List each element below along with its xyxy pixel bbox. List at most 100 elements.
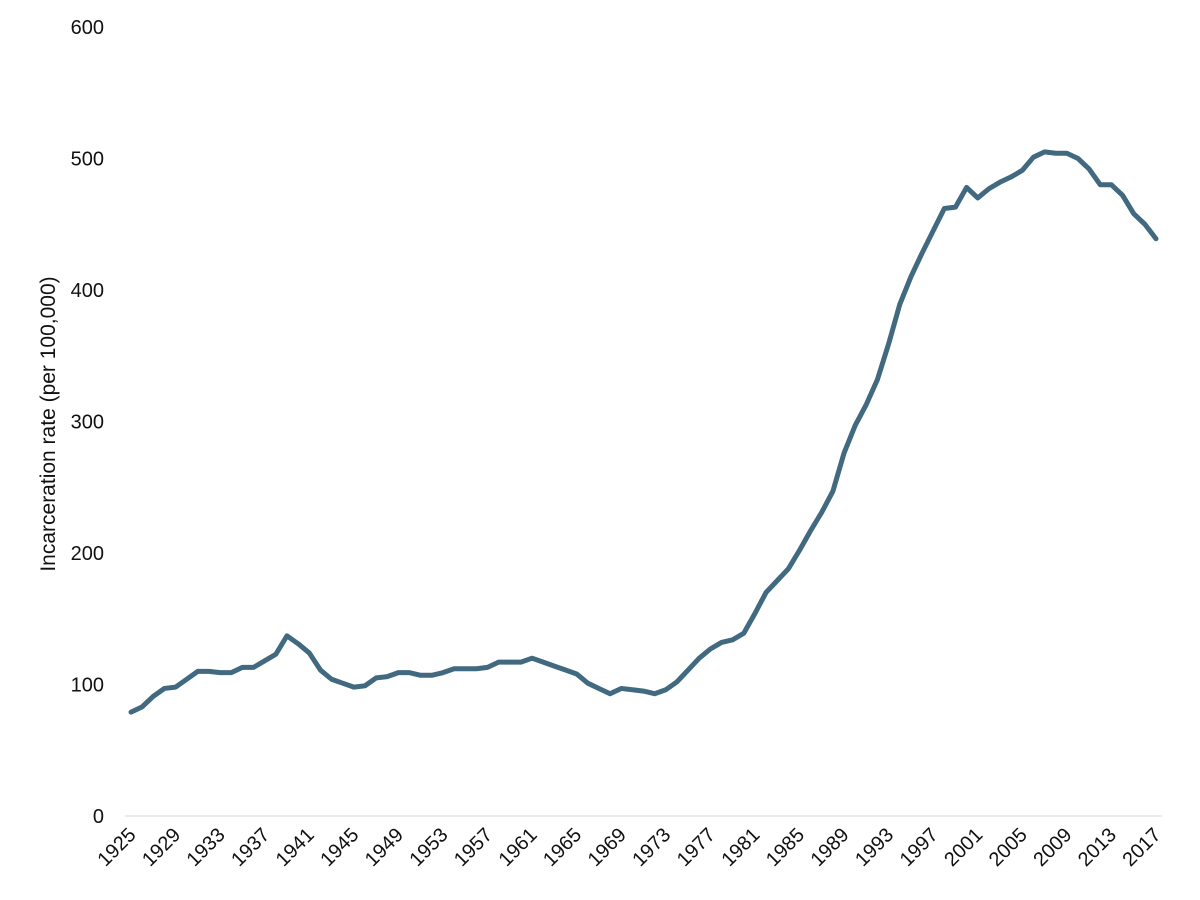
data-point (229, 670, 234, 675)
data-point (741, 631, 746, 636)
data-point (730, 637, 735, 642)
data-point (842, 451, 847, 456)
data-point (920, 251, 925, 256)
data-point (1076, 156, 1081, 161)
x-tick-label: 1949 (361, 824, 408, 871)
data-point (162, 686, 167, 691)
data-point (953, 205, 958, 210)
y-tick-label: 100 (71, 675, 104, 697)
data-point (418, 673, 423, 678)
data-point (563, 668, 568, 673)
data-point (440, 670, 445, 675)
x-tick-label: 1989 (807, 824, 854, 871)
x-tick-label: 2013 (1074, 824, 1121, 871)
y-tick-label: 200 (71, 543, 104, 565)
data-point (652, 691, 657, 696)
data-point (251, 665, 256, 670)
data-point (452, 666, 457, 671)
x-tick-label: 1957 (450, 824, 497, 871)
y-tick-label: 0 (93, 806, 104, 828)
data-point (1109, 182, 1114, 187)
data-point (530, 656, 535, 661)
x-tick-label: 1965 (539, 824, 586, 871)
data-point (1009, 174, 1014, 179)
y-tick-label: 600 (71, 17, 104, 39)
data-point (752, 611, 757, 616)
data-point (786, 566, 791, 571)
data-point (184, 677, 189, 682)
data-point (429, 673, 434, 678)
data-point (1087, 167, 1092, 172)
data-point (396, 670, 401, 675)
series-line (128, 149, 1159, 715)
x-tick-label: 1929 (138, 824, 185, 871)
data-point (819, 510, 824, 515)
x-tick-label: 1969 (584, 824, 631, 871)
data-point (496, 660, 501, 665)
data-point (240, 665, 245, 670)
x-tick-label: 2009 (1029, 824, 1076, 871)
data-point (140, 704, 145, 709)
data-point (630, 687, 635, 692)
x-tick-label: 1993 (851, 824, 898, 871)
x-tick-label: 2005 (985, 824, 1032, 871)
data-point (686, 668, 691, 673)
data-point (986, 186, 991, 191)
data-point (474, 666, 479, 671)
x-tick-label: 1953 (405, 824, 452, 871)
data-point (775, 578, 780, 583)
data-point (808, 528, 813, 533)
data-point (619, 686, 624, 691)
data-point (998, 180, 1003, 185)
data-point (1098, 182, 1103, 187)
data-point (296, 641, 301, 646)
x-tick-label: 1933 (183, 824, 230, 871)
data-point (518, 660, 523, 665)
data-point (151, 694, 156, 699)
data-point (206, 669, 211, 674)
x-tick-label: 1945 (316, 824, 363, 871)
data-point (1020, 168, 1025, 173)
data-point (897, 302, 902, 307)
data-point (1154, 236, 1159, 241)
data-point (764, 590, 769, 595)
data-point (552, 664, 557, 669)
x-tick-label: 1997 (896, 824, 943, 871)
data-point (942, 206, 947, 211)
x-tick-label: 1985 (762, 824, 809, 871)
data-point (708, 646, 713, 651)
data-points (129, 149, 1159, 714)
y-tick-label: 300 (71, 412, 104, 434)
data-point (173, 685, 178, 690)
data-point (853, 423, 858, 428)
data-point (1031, 155, 1036, 160)
data-point (975, 195, 980, 200)
data-point (129, 710, 134, 715)
data-point (1142, 222, 1147, 227)
x-tick-label: 1937 (227, 824, 274, 871)
data-point (507, 660, 512, 665)
data-point (195, 669, 200, 674)
data-point (463, 666, 468, 671)
y-tick-label: 400 (71, 280, 104, 302)
x-tick-label: 1973 (628, 824, 675, 871)
data-point (908, 274, 913, 279)
data-point (1053, 151, 1058, 156)
data-point (1064, 151, 1069, 156)
data-point (864, 402, 869, 407)
data-point (585, 681, 590, 686)
x-axis: 1925192919331937194119451949195319571961… (94, 824, 1166, 871)
x-tick-label: 1977 (673, 824, 720, 871)
x-tick-label: 2017 (1119, 824, 1166, 871)
data-point (218, 670, 223, 675)
data-point (697, 656, 702, 661)
x-tick-label: 1941 (272, 824, 319, 871)
data-point (374, 675, 379, 680)
data-point (362, 683, 367, 688)
data-point (674, 679, 679, 684)
data-point (830, 489, 835, 494)
data-point (284, 633, 289, 638)
data-point (307, 650, 312, 655)
data-point (875, 377, 880, 382)
